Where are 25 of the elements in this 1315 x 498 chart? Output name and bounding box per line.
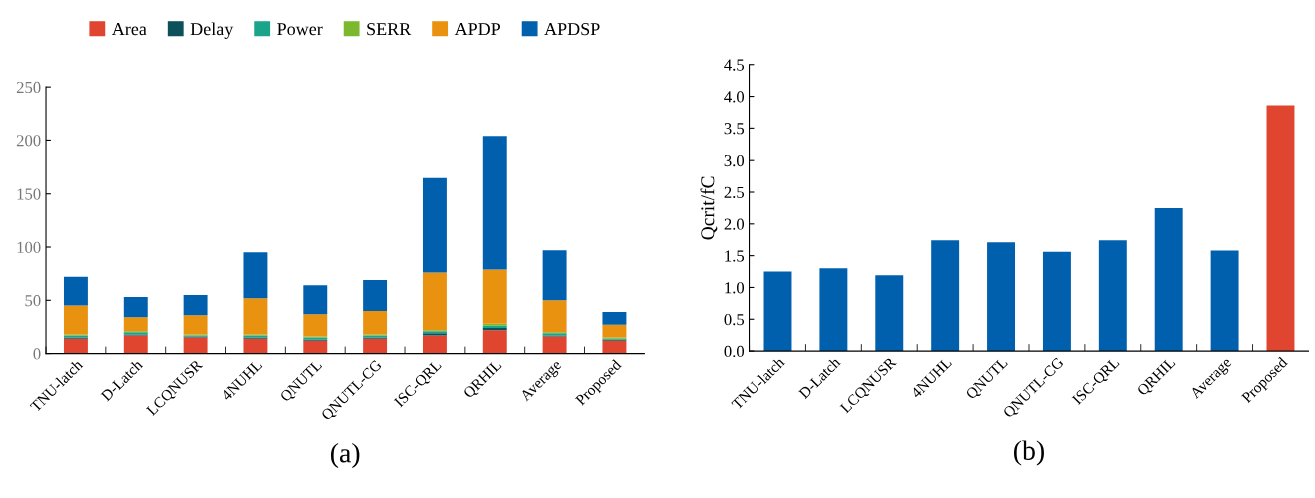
y-tick-label: 50: [25, 294, 41, 307]
y-tick-label: 150: [17, 188, 41, 200]
y-tick-label: 1.5: [725, 250, 745, 262]
y-tick-label: 100: [17, 241, 41, 253]
y-tick-label: 250: [16, 81, 41, 94]
y-tick-label: 0: [33, 348, 41, 360]
y-axis-title: Qcrit/fC: [700, 176, 718, 240]
legend-label: Delay: [190, 22, 234, 39]
y-tick-label: 3.5: [724, 123, 745, 135]
legend-label: Power: [277, 23, 323, 36]
legend-label: SERR: [367, 23, 412, 36]
y-tick-label: 1.0: [725, 282, 745, 294]
y-tick-label: 0.0: [724, 345, 745, 358]
y-tick-label: 3.0: [724, 154, 745, 167]
y-tick-label: 4.5: [724, 59, 745, 71]
y-tick-label: 2.5: [724, 186, 745, 199]
legend-label: APDP: [454, 23, 501, 36]
y-tick-label: 0.5: [724, 313, 745, 326]
legend-label: APDSP: [544, 23, 600, 36]
y-tick-label: 2.0: [724, 218, 745, 230]
x-axis-title: (a): [330, 442, 360, 469]
y-tick-label: 4.0: [724, 91, 745, 103]
legend-label: Area: [111, 23, 147, 36]
x-axis-title: (b): [1014, 440, 1044, 466]
y-tick-label: 200: [16, 135, 41, 147]
